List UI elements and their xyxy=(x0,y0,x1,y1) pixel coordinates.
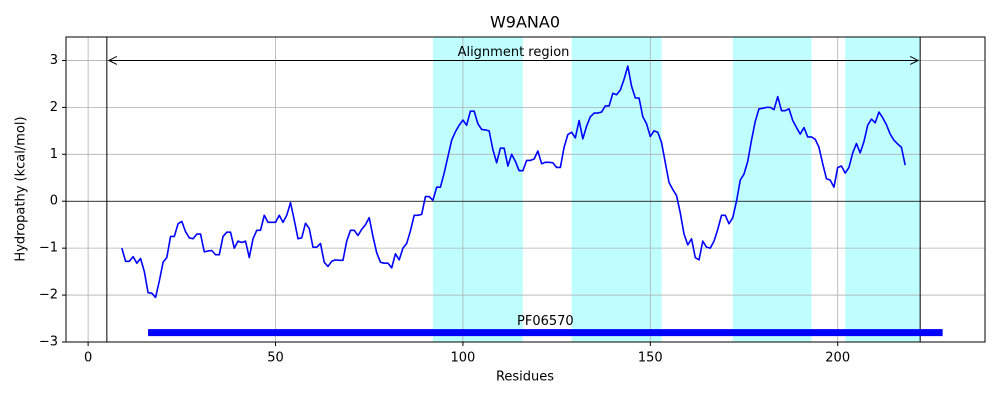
y-tick-label: −1 xyxy=(39,241,58,256)
x-tick-label: 50 xyxy=(267,351,284,366)
domain-bar xyxy=(148,329,943,337)
highlight-region xyxy=(845,37,921,342)
y-tick-label: −3 xyxy=(39,335,58,350)
x-tick-label: 100 xyxy=(450,351,475,366)
y-tick-label: 2 xyxy=(50,100,58,115)
x-tick-label: 200 xyxy=(825,351,850,366)
y-axis-label: Hydropathy (kcal/mol) xyxy=(14,116,29,261)
y-tick-label: −2 xyxy=(39,288,58,303)
hydropathy-line xyxy=(121,65,906,299)
x-axis-label: Residues xyxy=(496,370,554,385)
domain-label: PF06570 xyxy=(517,314,574,329)
highlight-region xyxy=(432,37,523,342)
x-tick-label: 150 xyxy=(638,351,663,366)
chart-title: W9ANA0 xyxy=(490,13,560,32)
y-tick-label: 1 xyxy=(50,147,58,162)
arrow-head xyxy=(909,56,920,65)
x-tick-label: 0 xyxy=(84,351,92,366)
highlight-region xyxy=(571,37,662,342)
y-tick-label: 3 xyxy=(50,53,58,68)
y-tick-label: 0 xyxy=(50,194,58,209)
highlight-region xyxy=(732,37,812,342)
plot-frame xyxy=(65,36,986,343)
alignment-label: Alignment region xyxy=(458,45,570,60)
arrow-head xyxy=(107,56,118,65)
